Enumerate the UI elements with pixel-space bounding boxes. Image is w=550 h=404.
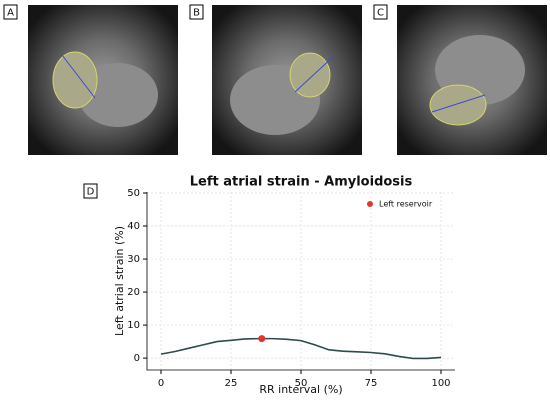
x-axis-label: RR interval (%)	[259, 383, 342, 396]
point-marker	[258, 335, 266, 343]
y-tick-label: 40	[127, 221, 140, 232]
y-tick-label: 20	[127, 287, 140, 298]
y-tick-label: 10	[127, 320, 140, 331]
x-tick-label: 100	[431, 378, 450, 389]
chart-title: Left atrial strain - Amyloidosis	[190, 175, 413, 190]
x-tick-label: 50	[295, 378, 308, 389]
y-tick-label: 50	[127, 188, 140, 199]
y-tick-label: 0	[134, 353, 140, 364]
x-tick-label: 75	[365, 378, 378, 389]
y-axis-label: Left atrial strain (%)	[113, 226, 126, 336]
mri-image-b	[212, 5, 362, 155]
panel-label: D	[87, 187, 95, 198]
strain-curve	[160, 337, 442, 360]
panel-label: B	[193, 8, 200, 19]
axes-frame	[146, 192, 455, 371]
panel-label: C	[377, 8, 384, 19]
mri-image-a	[28, 5, 178, 155]
legend-label: Left reservoir	[379, 200, 433, 209]
y-tick-label: 30	[127, 254, 140, 265]
x-tick-label: 0	[158, 378, 164, 389]
mri-image-c	[397, 5, 547, 155]
panel-label: A	[7, 8, 14, 19]
legend-marker	[367, 201, 373, 207]
x-tick-label: 25	[225, 378, 238, 389]
